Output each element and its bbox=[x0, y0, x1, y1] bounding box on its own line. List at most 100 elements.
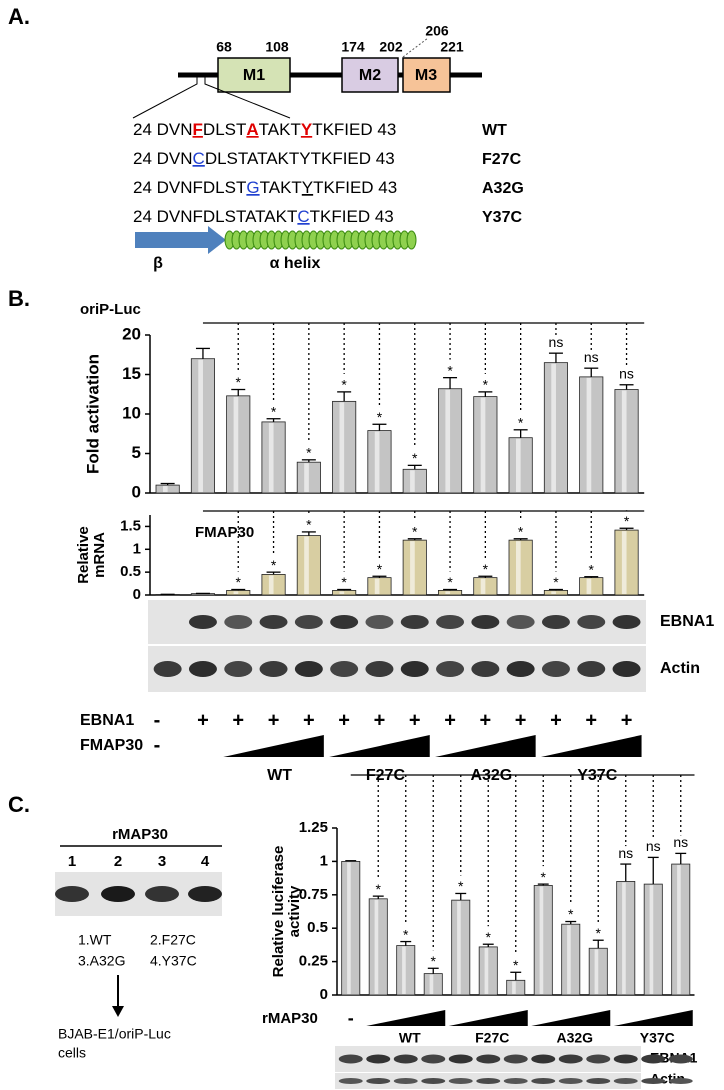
group-label: A32G bbox=[556, 1030, 593, 1046]
blot-band bbox=[436, 615, 465, 629]
dose-triangle bbox=[613, 1010, 693, 1026]
strand-label: β bbox=[153, 255, 163, 272]
bar-highlight bbox=[539, 886, 544, 994]
bar-highlight bbox=[484, 947, 489, 994]
residue-segment: TKFIED 43 bbox=[312, 120, 396, 139]
blot-band bbox=[421, 1054, 446, 1064]
blot-title: rMAP30 bbox=[112, 826, 168, 843]
blot-band bbox=[476, 1054, 501, 1064]
blot-band bbox=[55, 886, 89, 902]
bar-highlight bbox=[410, 470, 415, 492]
significance-label: * bbox=[518, 415, 524, 431]
blot-band bbox=[641, 1078, 666, 1084]
dose-triangle bbox=[448, 1010, 528, 1026]
blot-band bbox=[400, 615, 429, 629]
position-label: 202 bbox=[379, 39, 403, 55]
blot-band bbox=[531, 1078, 556, 1084]
panel-label: A. bbox=[8, 4, 30, 29]
helix-coil bbox=[224, 230, 417, 250]
blot-band bbox=[224, 661, 253, 677]
bar-highlight bbox=[621, 390, 627, 492]
y-tick-label: 1 bbox=[133, 540, 141, 557]
significance-label: * bbox=[271, 557, 277, 573]
blot-band bbox=[366, 1054, 391, 1064]
condition-sign: - bbox=[154, 734, 161, 756]
group-label: A32G bbox=[470, 767, 512, 784]
blot-band bbox=[476, 1078, 501, 1084]
blot-band bbox=[188, 661, 217, 677]
y-tick-label: 0.5 bbox=[120, 563, 141, 580]
residue-segment: A bbox=[246, 120, 258, 139]
blot-band bbox=[448, 1078, 473, 1084]
bar-highlight bbox=[233, 591, 239, 594]
condition-sign: + bbox=[444, 709, 456, 731]
blot-band bbox=[188, 615, 217, 629]
y-axis-label: activity bbox=[286, 885, 303, 937]
condition-sign: + bbox=[409, 709, 421, 731]
condition-sign: + bbox=[338, 709, 350, 731]
blot-band bbox=[577, 615, 606, 629]
blot-band bbox=[436, 661, 465, 677]
y-tick-label: 1.25 bbox=[299, 819, 328, 836]
blot-band bbox=[471, 661, 500, 677]
significance-label: * bbox=[447, 362, 453, 378]
residue-segment: C bbox=[297, 207, 309, 226]
blot-band bbox=[365, 661, 394, 677]
significance-label: * bbox=[431, 953, 437, 969]
condition-sign: + bbox=[550, 709, 562, 731]
dose-triangle bbox=[435, 735, 536, 757]
condition-sign: + bbox=[585, 709, 597, 731]
bar-highlight bbox=[445, 389, 451, 492]
blot-band bbox=[541, 615, 570, 629]
blot-band bbox=[503, 1054, 528, 1064]
significance-label: ns bbox=[584, 349, 599, 365]
bar-highlight bbox=[339, 402, 345, 492]
significance-label: * bbox=[553, 574, 559, 590]
condition-sign: + bbox=[480, 709, 492, 731]
domain-box bbox=[402, 57, 451, 93]
bar-highlight bbox=[457, 901, 461, 994]
variant-label: WT bbox=[482, 122, 507, 139]
blot bbox=[148, 600, 646, 644]
blot-label: Actin bbox=[660, 660, 700, 677]
blot-band bbox=[503, 1078, 528, 1084]
bar-highlight bbox=[551, 591, 556, 594]
bar-highlight bbox=[347, 862, 351, 994]
bar-highlight bbox=[304, 463, 309, 492]
bar-highlight bbox=[586, 578, 592, 594]
y-axis-label: Relative bbox=[75, 526, 92, 584]
blot-band bbox=[613, 1078, 638, 1084]
blot-band bbox=[612, 661, 641, 677]
significance-label: ns bbox=[618, 845, 633, 861]
significance-label: * bbox=[447, 574, 453, 590]
bar-highlight bbox=[480, 397, 486, 492]
condition-sign: + bbox=[374, 709, 386, 731]
group-label: WT bbox=[399, 1030, 421, 1046]
row-label: FMAP30 bbox=[80, 737, 143, 754]
bar-highlight bbox=[374, 899, 379, 994]
significance-label: * bbox=[236, 574, 242, 590]
blot-band bbox=[612, 615, 641, 629]
bar-highlight bbox=[198, 359, 203, 492]
significance-label: * bbox=[377, 409, 383, 425]
bar-highlight bbox=[162, 486, 168, 492]
strand-arrow bbox=[135, 226, 226, 254]
blot-band bbox=[259, 661, 288, 677]
variant-label: A32G bbox=[482, 180, 524, 197]
residue-segment: TKFIED 43 bbox=[310, 207, 394, 226]
y-tick-label: 1 bbox=[320, 852, 328, 869]
bar-highlight bbox=[621, 531, 627, 594]
blot-band bbox=[471, 615, 500, 629]
residue-segment: F bbox=[193, 120, 203, 139]
bar-highlight bbox=[512, 981, 516, 994]
y-axis-label: mRNA bbox=[91, 532, 108, 578]
lane-key: 3.A32G bbox=[78, 953, 125, 969]
bar-highlight bbox=[515, 541, 521, 594]
lane-number: 1 bbox=[68, 853, 76, 870]
y-tick-label: 0.25 bbox=[299, 953, 328, 970]
blot-band bbox=[366, 1078, 391, 1084]
sequence: 24 DVNFDLSTATAKTCTKFIED 43 bbox=[133, 207, 394, 226]
blot-band bbox=[338, 1078, 363, 1084]
dose-triangle bbox=[531, 1010, 611, 1026]
blot-label: EBNA1 bbox=[660, 613, 714, 630]
